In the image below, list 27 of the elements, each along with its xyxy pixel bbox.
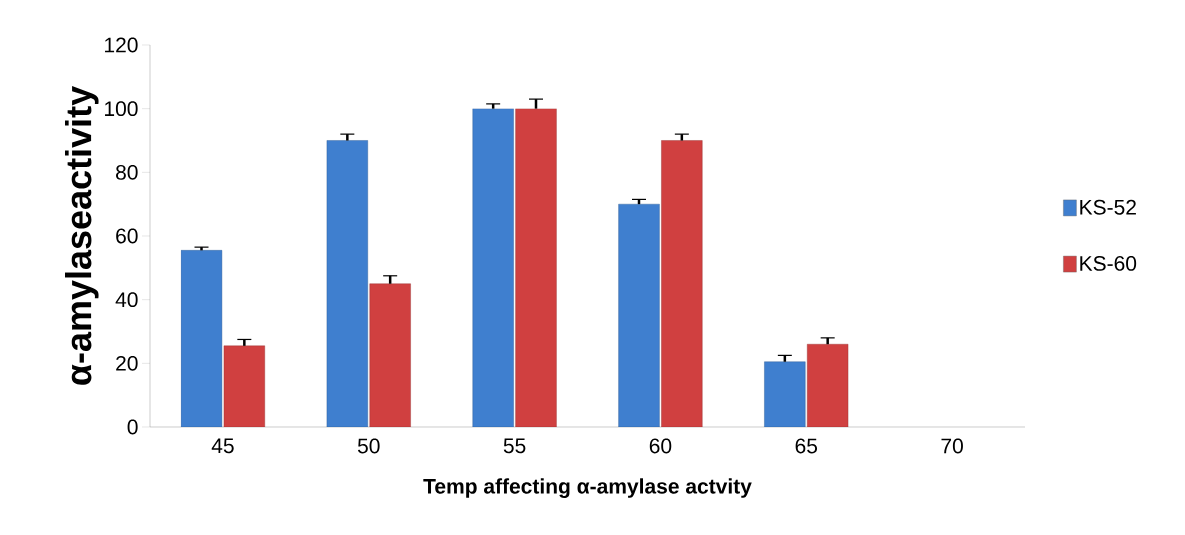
x-tick-label: 45: [211, 438, 234, 454]
x-tick-label: 50: [357, 438, 380, 454]
bar: [223, 345, 265, 427]
bar: [472, 108, 514, 427]
bar: [369, 283, 411, 427]
bar: [180, 250, 223, 427]
bar: [515, 108, 557, 427]
y-tick-label: 80: [116, 164, 138, 180]
y-axis-title: α-amylaseactivity: [65, 86, 99, 385]
x-tick-label: 55: [503, 438, 526, 454]
legend-label: KS-52: [1080, 199, 1136, 215]
y-tick-label: 40: [115, 292, 138, 308]
bar: [807, 344, 849, 427]
y-tick-label: 60: [116, 228, 138, 244]
x-tick-label: 65: [795, 438, 818, 454]
bar: [661, 140, 703, 427]
y-tick-label: 20: [116, 355, 138, 371]
y-tick-label: 100: [105, 101, 138, 117]
bar: [618, 203, 660, 427]
bar: [326, 140, 368, 427]
bar: [764, 361, 806, 427]
x-axis-title: Temp affecting α-amylase actvity: [423, 478, 752, 498]
legend-label: KS-60: [1080, 256, 1137, 271]
y-tick-label: 120: [105, 37, 138, 53]
y-tick-label: 0: [127, 419, 138, 435]
x-tick-label: 70: [941, 438, 963, 454]
x-tick-label: 60: [649, 438, 672, 454]
